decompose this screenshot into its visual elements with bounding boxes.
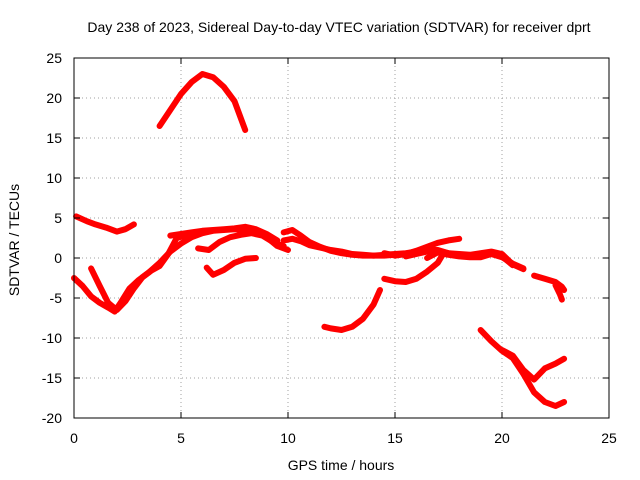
series-line-arc-13	[381, 252, 446, 285]
y-tick-label: 20	[46, 90, 62, 106]
chart-title: Day 238 of 2023, Sidereal Day-to-day VTE…	[87, 19, 590, 35]
series-line-arc-4	[88, 232, 189, 313]
plot-frame	[73, 57, 610, 419]
y-tick-label: 5	[54, 210, 62, 226]
series-line-arc-2	[156, 71, 249, 133]
series-line-arc-12	[321, 287, 383, 333]
y-tick-label: 0	[54, 250, 62, 266]
x-tick-label: 20	[494, 430, 510, 446]
grid-lines	[74, 58, 609, 418]
series-line-arc-6	[195, 230, 287, 253]
y-tick-label: 25	[46, 50, 62, 66]
x-tick-label: 5	[177, 430, 185, 446]
x-tick-label: 25	[601, 430, 617, 446]
series-line-arc-5	[167, 223, 281, 244]
series-line-arc-14	[424, 249, 527, 272]
x-tick-label: 15	[387, 430, 403, 446]
x-axis-label: GPS time / hours	[288, 457, 395, 473]
y-tick-label: -20	[42, 410, 62, 426]
data-series-group	[71, 71, 568, 409]
x-tick-label: 10	[280, 430, 296, 446]
series-line-arc-1	[73, 213, 137, 235]
axis-ticks: 0 5 10 15 20 25 -20 -15 -10 -5 0 5 10 15 20 25	[42, 50, 617, 446]
y-axis-label: SDTVAR / TECUs	[6, 184, 22, 296]
x-tick-label: 0	[70, 430, 78, 446]
series-line-arc-9	[280, 235, 398, 259]
series-line-arc-18	[499, 347, 568, 383]
y-tick-label: 15	[46, 130, 62, 146]
series-line-arc-10	[381, 235, 463, 259]
y-tick-label: -10	[42, 330, 62, 346]
series-line-arc-7	[203, 255, 259, 278]
y-tick-label: 10	[46, 170, 62, 186]
y-tick-label: -5	[50, 290, 63, 306]
series-line-arc-16	[552, 282, 565, 303]
y-tick-label: -15	[42, 370, 62, 386]
series-line-arc-15	[531, 272, 568, 293]
